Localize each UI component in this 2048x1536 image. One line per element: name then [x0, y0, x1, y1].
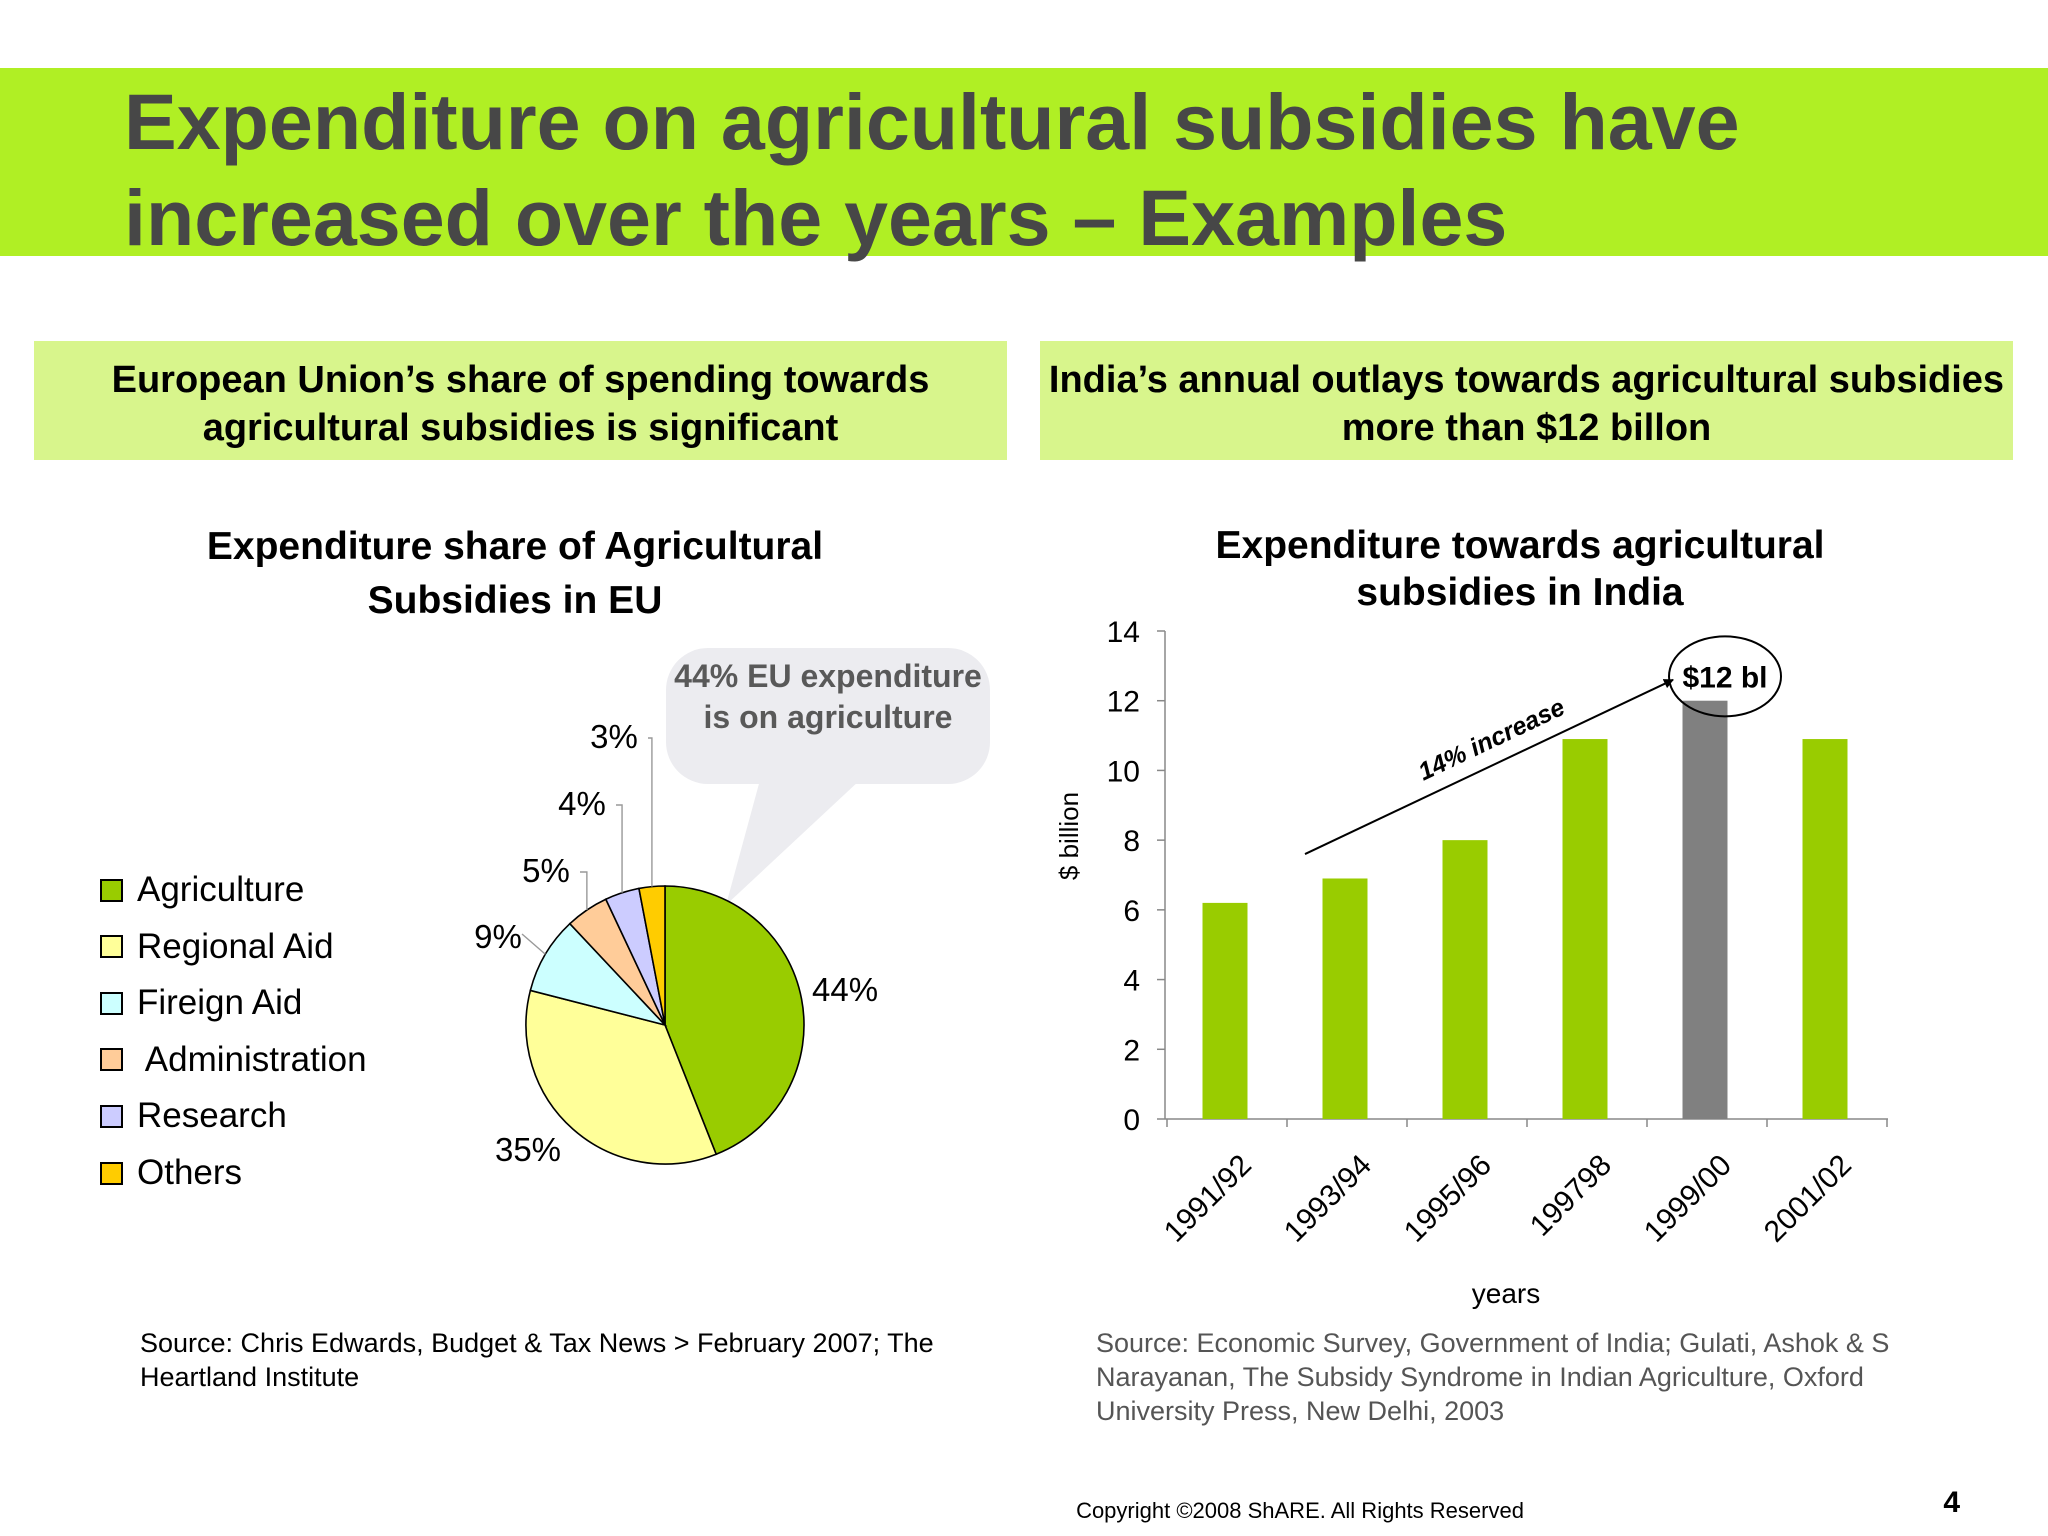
- x-tick-label: 1993/94: [1278, 1149, 1378, 1249]
- title-band: [0, 68, 2048, 256]
- x-tick-label: 1999/00: [1638, 1149, 1738, 1249]
- legend-swatch: [100, 935, 123, 959]
- legend-item: Research: [100, 1088, 287, 1144]
- pie-slice: [529, 922, 668, 1027]
- pie-data-label: 4%: [558, 785, 606, 822]
- x-tick-label: 1995/96: [1398, 1149, 1498, 1249]
- trend-arrow: [1304, 678, 1674, 855]
- pie-slice: [525, 989, 718, 1165]
- pie-data-label: 3%: [590, 718, 638, 755]
- legend-label: Regional Aid: [137, 926, 334, 966]
- y-tick-label: 14: [1107, 616, 1140, 649]
- highlight-label: $12 bl: [1682, 661, 1767, 694]
- bar: [1442, 840, 1488, 1119]
- x-axis-title: years: [1472, 1278, 1540, 1309]
- legend-label: Research: [137, 1096, 287, 1136]
- bar: [1682, 700, 1728, 1119]
- highlight-circle: [1668, 635, 1782, 718]
- legend-swatch: [100, 1048, 123, 1072]
- pie-data-label: 35%: [495, 1131, 561, 1168]
- y-tick-label: 4: [1123, 965, 1140, 998]
- x-tick-label: 2001/02: [1758, 1149, 1858, 1249]
- callout-bubble: [666, 648, 990, 784]
- india-source-note: Source: Economic Survey, Government of I…: [1096, 1328, 1890, 1426]
- pie-leader-line: [521, 933, 546, 955]
- y-tick-label: 12: [1107, 686, 1140, 719]
- legend-item: Others: [100, 1145, 242, 1201]
- bar: [1202, 902, 1248, 1119]
- pie-data-label: 5%: [522, 852, 570, 889]
- y-tick-label: 0: [1123, 1104, 1140, 1137]
- bar: [1802, 739, 1848, 1119]
- pie-chart-title: Expenditure share of Agricultural Subsid…: [206, 525, 824, 622]
- legend-item: Fireign Aid: [100, 975, 302, 1031]
- bar-chart-title: Expenditure towards agricultural subsidi…: [1215, 524, 1825, 614]
- pie-leader-line: [616, 804, 623, 893]
- slide-title: Expenditure on agricultural subsidies ha…: [124, 77, 1740, 262]
- pie-leader-line: [580, 871, 588, 911]
- y-tick-label: 8: [1123, 825, 1140, 858]
- callout-text: 44% EU expenditure is on agriculture: [674, 658, 982, 735]
- legend-label: Agriculture: [137, 870, 305, 909]
- india-subtitle: India’s annual outlays towards agricultu…: [1048, 359, 2005, 449]
- pie-slice: [664, 885, 805, 1156]
- legend-item: Agriculture: [100, 862, 304, 918]
- pie-data-label: 44%: [812, 971, 878, 1008]
- legend-item: Administration: [100, 1032, 367, 1088]
- y-tick-label: 2: [1123, 1034, 1140, 1067]
- eu-subtitle: European Union’s share of spending towar…: [111, 359, 930, 449]
- legend-label: Fireign Aid: [137, 983, 303, 1023]
- india-subtitle-band: [1040, 341, 2013, 460]
- legend-swatch: [100, 1104, 123, 1128]
- bar: [1322, 878, 1368, 1119]
- legend-item: Regional Aid: [100, 919, 334, 975]
- y-axis-title: $ billion: [1054, 792, 1084, 880]
- pie-data-label: 9%: [474, 918, 522, 955]
- legend-swatch: [100, 991, 123, 1015]
- pie-leader-line: [648, 737, 653, 887]
- legend-swatch: [100, 1161, 123, 1185]
- copyright-notice: Copyright ©2008 ShARE. All Rights Reserv…: [1076, 1498, 1524, 1523]
- eu-source-note: Source: Chris Edwards, Budget & Tax News…: [140, 1328, 934, 1392]
- legend-label: Others: [137, 1153, 243, 1192]
- x-tick-label: 199798: [1524, 1149, 1618, 1243]
- legend-label: Administration: [137, 1039, 367, 1079]
- legend-swatch: [100, 878, 123, 902]
- eu-subtitle-band: [34, 341, 1007, 460]
- y-tick-label: 10: [1107, 755, 1140, 788]
- page-number: 4: [1943, 1486, 1960, 1519]
- y-tick-label: 6: [1123, 895, 1140, 928]
- bar: [1562, 739, 1608, 1119]
- x-tick-label: 1991/92: [1158, 1149, 1258, 1249]
